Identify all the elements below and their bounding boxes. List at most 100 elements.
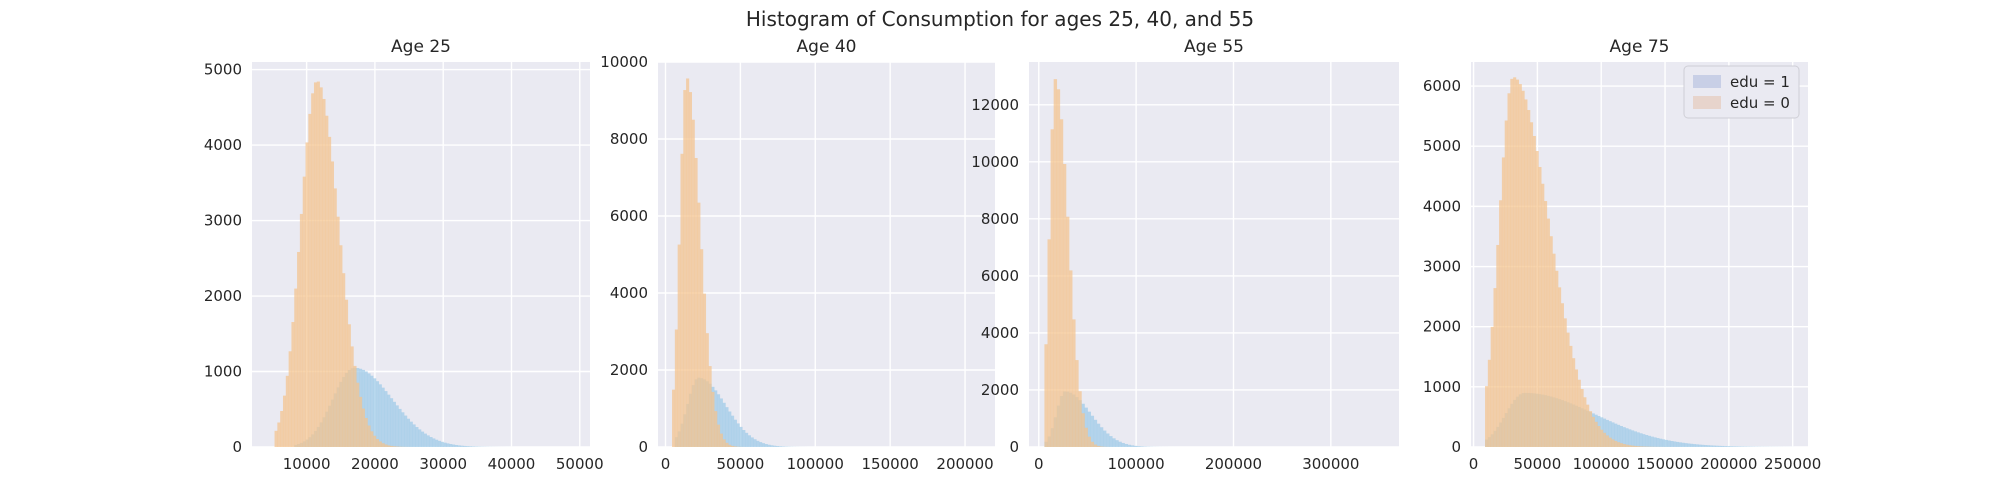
histogram-bar bbox=[1550, 236, 1553, 447]
x-tick-label: 50000 bbox=[556, 455, 604, 473]
histogram-bar bbox=[1524, 99, 1527, 447]
histogram-bar bbox=[1538, 167, 1541, 447]
histogram-bar bbox=[1128, 445, 1131, 447]
histogram-bar bbox=[1693, 444, 1696, 447]
histogram-bar bbox=[1682, 443, 1685, 447]
histogram-bar bbox=[1100, 427, 1103, 447]
histogram-bar bbox=[1054, 79, 1057, 447]
y-tick-label: 4000 bbox=[1423, 197, 1461, 215]
histogram-bar bbox=[404, 416, 407, 447]
histogram-bar bbox=[782, 446, 785, 447]
histogram-bar bbox=[1710, 445, 1713, 447]
histogram-bar bbox=[322, 99, 325, 447]
histogram-bar bbox=[289, 351, 292, 447]
histogram-bar bbox=[325, 116, 328, 447]
legend-swatch-edu-1 bbox=[1693, 75, 1721, 88]
histogram-bar bbox=[759, 442, 762, 447]
histogram-bar bbox=[1586, 405, 1589, 447]
histogram-bar bbox=[1109, 436, 1112, 447]
histogram-bar bbox=[469, 446, 472, 447]
histogram-bar bbox=[345, 300, 348, 447]
y-tick-label: 6000 bbox=[610, 207, 648, 225]
histogram-bar bbox=[362, 409, 365, 447]
histogram-bar bbox=[286, 376, 289, 447]
x-tick-label: 200000 bbox=[936, 455, 993, 473]
histogram-bar bbox=[1547, 219, 1550, 447]
histogram-bar bbox=[1727, 446, 1730, 447]
histogram-bar bbox=[742, 430, 745, 447]
y-tick-label: 4000 bbox=[204, 136, 242, 154]
histogram-bar bbox=[725, 443, 728, 447]
histogram-bar bbox=[280, 411, 283, 447]
histogram-bar bbox=[1690, 444, 1693, 447]
histogram-bar bbox=[725, 407, 728, 447]
y-tick-label: 0 bbox=[1009, 438, 1019, 456]
histogram-bar bbox=[367, 425, 370, 447]
histogram-bar bbox=[1724, 446, 1727, 447]
histogram-bar bbox=[365, 418, 368, 447]
histogram-bar bbox=[401, 412, 404, 447]
histogram-bar bbox=[1118, 442, 1121, 447]
subplot-title: Age 40 bbox=[797, 37, 857, 57]
histogram-bar bbox=[1645, 435, 1648, 447]
x-tick-label: 300000 bbox=[1302, 455, 1359, 473]
histogram-bar bbox=[1738, 446, 1741, 447]
histogram-bar bbox=[723, 439, 726, 447]
histogram-bar bbox=[1684, 443, 1687, 447]
histogram-bar bbox=[317, 82, 320, 447]
histogram-bar bbox=[1140, 446, 1143, 447]
histogram-bar bbox=[413, 424, 416, 447]
y-tick-label: 8000 bbox=[610, 130, 648, 148]
histogram-bar bbox=[1491, 327, 1494, 447]
histogram-bar bbox=[773, 446, 776, 447]
histogram-bar bbox=[1631, 430, 1634, 447]
histogram-bar bbox=[370, 431, 373, 447]
histogram-bar bbox=[1530, 122, 1533, 447]
histogram-bar bbox=[675, 329, 678, 447]
x-tick-label: 200000 bbox=[1700, 455, 1757, 473]
legend-label-edu-0: edu = 0 bbox=[1730, 94, 1790, 112]
histogram-bar bbox=[1640, 433, 1643, 447]
histogram-bar bbox=[1519, 84, 1522, 447]
histogram-bar bbox=[1502, 157, 1505, 447]
histogram-bar bbox=[695, 158, 698, 447]
histogram-bar bbox=[351, 346, 354, 447]
histogram-bar bbox=[697, 203, 700, 447]
histogram-bar bbox=[1493, 288, 1496, 447]
histogram-bar bbox=[1732, 446, 1735, 447]
histogram-bar bbox=[765, 444, 768, 447]
histogram-bar bbox=[398, 409, 401, 447]
histogram-bar bbox=[1044, 344, 1047, 447]
histogram-bar bbox=[1665, 440, 1668, 447]
histogram-bar bbox=[1066, 217, 1069, 447]
panel-background bbox=[1029, 62, 1399, 447]
x-tick-label: 100000 bbox=[787, 455, 844, 473]
histogram-bar bbox=[1696, 444, 1699, 447]
histogram-bar bbox=[1625, 428, 1628, 447]
histogram-bar bbox=[1134, 446, 1137, 447]
histogram-bar bbox=[1634, 431, 1637, 447]
histogram-bar bbox=[1718, 446, 1721, 447]
y-tick-label: 6000 bbox=[981, 267, 1019, 285]
histogram-bar bbox=[1575, 369, 1578, 447]
histogram-bar bbox=[441, 442, 444, 447]
x-tick-label: 0 bbox=[1469, 455, 1479, 473]
x-tick-label: 150000 bbox=[1636, 455, 1693, 473]
histogram-bar bbox=[1589, 411, 1592, 447]
histogram-bar bbox=[700, 249, 703, 447]
histogram-bar bbox=[1097, 446, 1100, 447]
histogram-bar bbox=[1541, 184, 1544, 447]
histogram-bar bbox=[1094, 445, 1097, 447]
histogram-bar bbox=[1668, 440, 1671, 447]
y-tick-label: 2000 bbox=[981, 381, 1019, 399]
histogram-bar bbox=[711, 392, 714, 447]
y-tick-label: 10000 bbox=[971, 153, 1019, 171]
histogram-bar bbox=[432, 438, 435, 447]
histogram-bar bbox=[359, 397, 362, 447]
histogram-bar bbox=[1048, 239, 1051, 447]
histogram-bar bbox=[444, 443, 447, 447]
histogram-bar bbox=[734, 446, 737, 447]
histogram-bar bbox=[393, 446, 396, 447]
histogram-bar bbox=[762, 443, 765, 447]
